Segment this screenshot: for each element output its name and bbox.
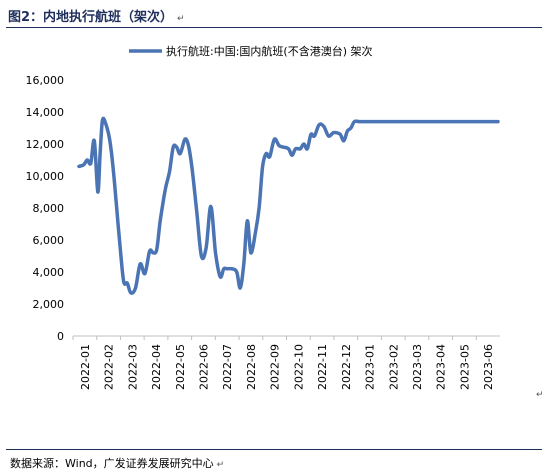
x-tick-label: 2022-03 <box>126 344 139 390</box>
x-tick-label: 2022-01 <box>79 344 92 390</box>
x-tick-label: 2022-11 <box>316 344 329 390</box>
paragraph-mark: ↵ <box>177 14 185 24</box>
y-tick-label: 16,000 <box>26 74 65 87</box>
source-note: 数据来源：Wind，广发证券发展研究中心 ↵ <box>10 455 224 471</box>
x-tick-label: 2022-07 <box>221 344 234 390</box>
source-text: 数据来源：Wind，广发证券发展研究中心 <box>10 457 214 470</box>
y-tick-label: 10,000 <box>26 170 65 183</box>
y-tick-label: 2,000 <box>33 298 65 311</box>
y-tick-label: 6,000 <box>33 234 65 247</box>
y-tick-label: 0 <box>57 330 64 343</box>
chart-legend: 执行航班:中国:国内航班(不含港澳台) 架次 <box>129 44 373 58</box>
y-tick-label: 8,000 <box>33 202 65 215</box>
y-tick-label: 12,000 <box>26 138 65 151</box>
series-line <box>77 116 500 295</box>
figure-title-text: 图2：内地执行航班（架次） <box>8 10 174 25</box>
x-tick-label: 2022-08 <box>245 344 258 390</box>
x-tick-label: 2022-12 <box>340 344 353 390</box>
x-tick-label: 2022-06 <box>197 344 210 390</box>
legend-label: 执行航班:中国:国内航班(不含港澳台) 架次 <box>166 44 373 58</box>
x-tick-label: 2022-10 <box>292 344 305 390</box>
paragraph-mark: ↵ <box>216 460 225 470</box>
x-tick-label: 2023-03 <box>411 344 424 390</box>
figure-title: 图2：内地执行航班（架次） ↵ <box>8 6 185 25</box>
x-tick-label: 2023-01 <box>364 344 377 390</box>
x-tick-label: 2022-04 <box>150 344 163 390</box>
x-tick-label: 2022-09 <box>269 344 282 390</box>
x-tick-label: 2023-06 <box>482 344 495 390</box>
source-divider <box>6 449 542 450</box>
x-tick-label: 2023-02 <box>387 344 400 390</box>
y-axis: 0 2,000 4,000 6,000 8,000 10,000 12,000 14,000 1… <box>26 74 65 343</box>
title-divider <box>6 27 542 28</box>
paragraph-mark: ↵ <box>536 390 544 400</box>
x-axis: 2022-01 2022-02 2022-03 2022-04 2022-05 2022-… <box>72 336 495 390</box>
x-tick-label: 2022-05 <box>174 344 187 390</box>
x-tick-label: 2022-02 <box>103 344 116 390</box>
y-tick-label: 4,000 <box>33 266 65 279</box>
y-tick-label: 14,000 <box>26 106 65 119</box>
x-tick-label: 2023-05 <box>458 344 471 390</box>
x-tick-label: 2023-04 <box>435 344 448 390</box>
